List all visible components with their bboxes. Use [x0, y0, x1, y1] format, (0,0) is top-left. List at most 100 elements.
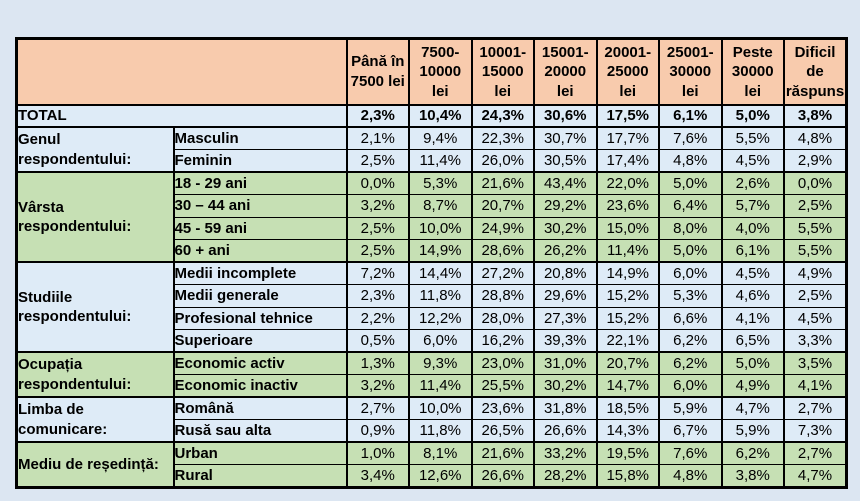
- value-cell: 27,3%: [533, 306, 598, 330]
- value-cell: 28,8%: [470, 284, 535, 308]
- table-row: 45 - 59 ani 2,5% 10,0% 24,9% 30,2% 15,0% 8,0% 4…: [17, 216, 848, 240]
- value-cell: 2,5%: [345, 216, 410, 240]
- total-value-cell: 2,3%: [345, 104, 410, 128]
- value-cell: 3,3%: [783, 329, 848, 353]
- value-cell: 2,7%: [783, 396, 848, 420]
- table-row: Genul respondentului: Masculin 2,1% 9,4% 22,…: [15, 126, 848, 173]
- value-cell: 10,0%: [408, 396, 473, 420]
- table-header: Până în 7500 lei 7500- 10000 lei 10001- 15…: [15, 38, 848, 106]
- total-label: TOTAL: [15, 104, 348, 128]
- table-row: Feminin 2,5% 11,4% 26,0% 30,5% 17,4% 4,8% 4,5% 2…: [17, 149, 848, 173]
- value-cell: 2,2%: [345, 306, 410, 330]
- value-cell: 5,9%: [720, 419, 785, 443]
- value-cell: 20,8%: [533, 261, 598, 285]
- table-row: Vârsta respondentului: 18 - 29 ani 0,0% 5,3…: [15, 171, 848, 263]
- value-cell: 31,0%: [533, 351, 598, 375]
- column-header-2: 10001- 15000 lei: [470, 38, 535, 106]
- value-cell: 22,0%: [595, 171, 660, 195]
- value-cell: 3,2%: [345, 374, 410, 398]
- value-cell: 5,0%: [720, 351, 785, 375]
- value-cell: 27,2%: [470, 261, 535, 285]
- value-cell: 3,4%: [345, 464, 410, 488]
- row-label-cell: Profesional tehnice: [172, 306, 348, 330]
- table-row: Ocupația respondentului: Economic activ 1,…: [15, 351, 848, 398]
- value-cell: 23,6%: [470, 396, 535, 420]
- table-row: Superioare 0,5% 6,0% 16,2% 39,3% 22,1% 6,2% 6,5…: [17, 329, 848, 353]
- value-cell: 20,7%: [470, 194, 535, 218]
- value-cell: 4,1%: [720, 306, 785, 330]
- value-cell: 6,2%: [658, 351, 723, 375]
- value-cell: 14,7%: [595, 374, 660, 398]
- value-cell: 26,5%: [470, 419, 535, 443]
- value-cell: 29,6%: [533, 284, 598, 308]
- value-cell: 12,6%: [408, 464, 473, 488]
- column-header-4: 20001- 25000 lei: [595, 38, 660, 106]
- value-cell: 11,4%: [595, 239, 660, 263]
- total-row: TOTAL 2,3% 10,4% 24,3% 30,6% 17,5% 6,1% 5,0% 3,8…: [15, 104, 848, 128]
- value-cell: 15,2%: [595, 284, 660, 308]
- value-cell: 0,5%: [345, 329, 410, 353]
- value-cell: 7,3%: [783, 419, 848, 443]
- value-cell: 7,2%: [345, 261, 410, 285]
- value-cell: 2,5%: [345, 149, 410, 173]
- value-cell: 30,2%: [533, 374, 598, 398]
- value-cell: 5,3%: [658, 284, 723, 308]
- row-label-cell: 60 + ani: [172, 239, 348, 263]
- row-label-cell: 30 – 44 ani: [172, 194, 348, 218]
- value-cell: 11,8%: [408, 284, 473, 308]
- table-body: TOTAL 2,3% 10,4% 24,3% 30,6% 17,5% 6,1% 5,0% 3,8…: [15, 104, 848, 488]
- value-cell: 9,3%: [408, 351, 473, 375]
- value-cell: 6,0%: [408, 329, 473, 353]
- value-cell: 4,7%: [720, 396, 785, 420]
- value-cell: 9,4%: [408, 126, 473, 150]
- value-cell: 1,0%: [345, 441, 410, 465]
- value-cell: 5,9%: [658, 396, 723, 420]
- value-cell: 26,2%: [533, 239, 598, 263]
- row-label-cell: 18 - 29 ani: [172, 171, 348, 195]
- total-value-cell: 17,5%: [595, 104, 660, 128]
- value-cell: 28,0%: [470, 306, 535, 330]
- value-cell: 11,8%: [408, 419, 473, 443]
- value-cell: 14,9%: [595, 261, 660, 285]
- value-cell: 18,5%: [595, 396, 660, 420]
- value-cell: 30,5%: [533, 149, 598, 173]
- value-cell: 21,6%: [470, 171, 535, 195]
- row-label-cell: Rural: [172, 464, 348, 488]
- row-label-cell: Economic activ: [172, 351, 348, 375]
- row-label-cell: Urban: [172, 441, 348, 465]
- crosstab-table: Până în 7500 lei 7500- 10000 lei 10001- 15…: [15, 37, 848, 489]
- value-cell: 28,6%: [470, 239, 535, 263]
- value-cell: 6,2%: [658, 329, 723, 353]
- total-value-cell: 30,6%: [533, 104, 598, 128]
- value-cell: 22,3%: [470, 126, 535, 150]
- value-cell: 8,0%: [658, 216, 723, 240]
- category-cell: Limba de comunicare:: [15, 396, 175, 443]
- value-cell: 30,2%: [533, 216, 598, 240]
- value-cell: 5,5%: [783, 216, 848, 240]
- value-cell: 21,6%: [470, 441, 535, 465]
- value-cell: 4,8%: [783, 126, 848, 150]
- table-row: 30 – 44 ani 3,2% 8,7% 20,7% 29,2% 23,6% 6,4% 5,…: [17, 194, 848, 218]
- value-cell: 7,6%: [658, 441, 723, 465]
- value-cell: 6,7%: [658, 419, 723, 443]
- value-cell: 4,6%: [720, 284, 785, 308]
- value-cell: 4,8%: [658, 464, 723, 488]
- row-label-cell: Feminin: [172, 149, 348, 173]
- value-cell: 5,7%: [720, 194, 785, 218]
- value-cell: 6,6%: [658, 306, 723, 330]
- value-cell: 39,3%: [533, 329, 598, 353]
- value-cell: 33,2%: [533, 441, 598, 465]
- value-cell: 5,0%: [658, 171, 723, 195]
- value-cell: 2,5%: [345, 239, 410, 263]
- total-value-cell: 5,0%: [720, 104, 785, 128]
- value-cell: 22,1%: [595, 329, 660, 353]
- value-cell: 6,0%: [658, 374, 723, 398]
- table-row: Limba de comunicare: Română 2,7% 10,0% 23,6%…: [15, 396, 848, 443]
- value-cell: 8,7%: [408, 194, 473, 218]
- value-cell: 5,3%: [408, 171, 473, 195]
- value-cell: 23,0%: [470, 351, 535, 375]
- value-cell: 26,6%: [533, 419, 598, 443]
- table-row: Rusă sau alta 0,9% 11,8% 26,5% 26,6% 14,3% 6,7…: [17, 419, 848, 443]
- value-cell: 5,5%: [783, 239, 848, 263]
- value-cell: 2,5%: [783, 284, 848, 308]
